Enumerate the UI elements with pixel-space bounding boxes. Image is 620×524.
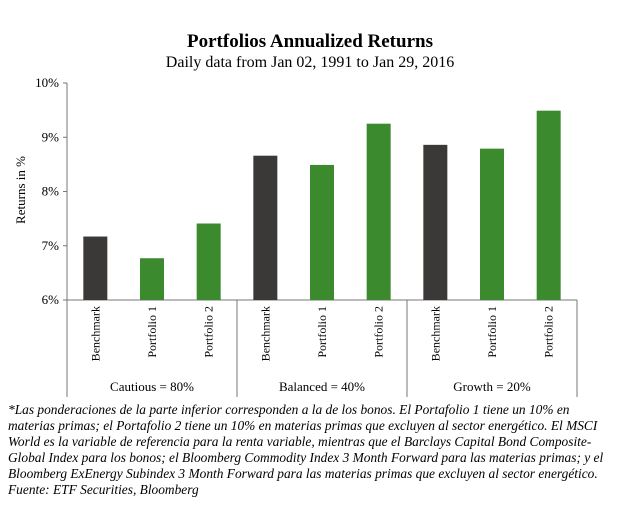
- x-category-label: Portfolio 2: [372, 306, 386, 358]
- y-tick-label: 7%: [42, 238, 60, 253]
- y-tick-label: 8%: [42, 184, 60, 199]
- bar-portfolio-1: [310, 164, 334, 300]
- group-label: Growth = 20%: [453, 379, 531, 394]
- group-label: Balanced = 40%: [279, 379, 365, 394]
- x-category-label: Portfolio 1: [315, 306, 329, 358]
- bar-benchmark: [83, 236, 108, 300]
- chart: Portfolios Annualized Returns Daily data…: [13, 31, 578, 397]
- y-axis-label: Returns in %: [13, 156, 28, 224]
- footnote-source: Fuente: ETF Securities, Bloomberg: [8, 482, 199, 497]
- x-category-label: Portfolio 1: [485, 306, 499, 358]
- y-tick-label: 9%: [42, 129, 60, 144]
- bar-portfolio-1: [480, 148, 504, 300]
- chart-svg: Portfolios Annualized Returns Daily data…: [13, 31, 578, 397]
- chart-title: Portfolios Annualized Returns: [187, 31, 433, 52]
- group-label: Cautious = 80%: [110, 379, 194, 394]
- bar-benchmark: [423, 144, 448, 300]
- footnote: *Las ponderaciones de la parte inferior …: [8, 402, 614, 498]
- footnote-text: *Las ponderaciones de la parte inferior …: [8, 402, 604, 481]
- bar-portfolio-2: [366, 123, 391, 300]
- x-category-label: Portfolio 2: [202, 306, 216, 358]
- bar-benchmark: [253, 155, 278, 300]
- y-tick-label: 6%: [42, 292, 60, 307]
- x-category-label: Portfolio 1: [145, 306, 159, 358]
- x-category-label: Benchmark: [88, 306, 102, 361]
- x-category-label: Benchmark: [428, 306, 442, 361]
- bar-portfolio-1: [140, 258, 164, 300]
- chart-subtitle: Daily data from Jan 02, 1991 to Jan 29, …: [166, 54, 454, 71]
- x-category-label: Portfolio 2: [542, 306, 556, 358]
- x-category-label: Benchmark: [258, 306, 272, 361]
- bar-portfolio-2: [536, 110, 561, 300]
- y-tick-label: 10%: [35, 75, 59, 90]
- bar-portfolio-2: [196, 223, 221, 300]
